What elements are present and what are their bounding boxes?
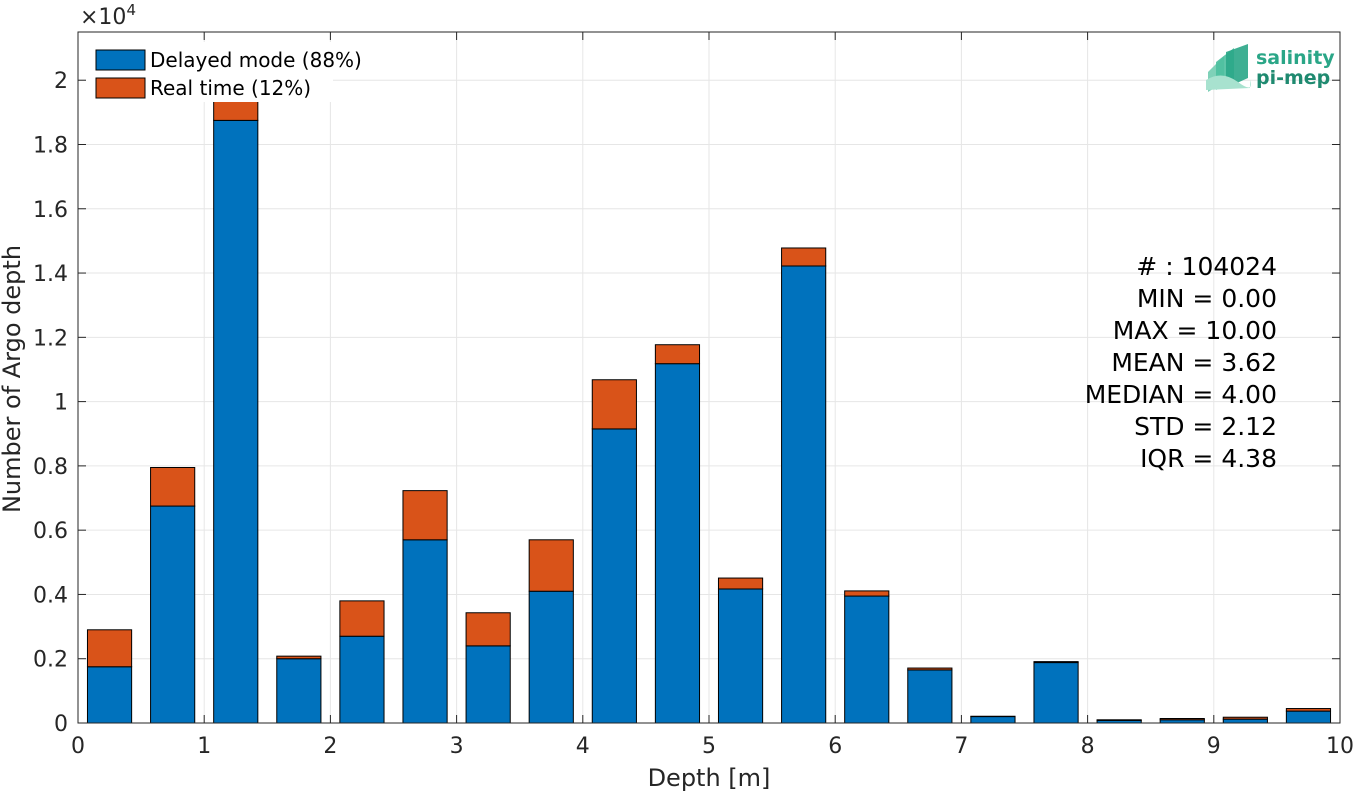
- y-tick-label: 1.2: [33, 326, 68, 351]
- x-tick-label: 9: [1207, 734, 1221, 759]
- salinity-pimep-logo: salinity pi-mep: [1206, 44, 1335, 92]
- y-axis-title: Number of Argo depth: [0, 245, 26, 513]
- x-tick-label: 4: [576, 734, 590, 759]
- bar-delayed-mode: [591, 428, 637, 724]
- bar-real-time: [339, 600, 385, 637]
- y-tick-label: 1.8: [33, 133, 68, 158]
- stats-line: STD = 2.12: [1134, 412, 1277, 441]
- bar-real-time: [1159, 718, 1205, 721]
- y-tick-label: 0.8: [33, 455, 68, 480]
- bar-real-time: [781, 247, 827, 267]
- logo-text-line1: salinity: [1256, 47, 1335, 69]
- bar-delayed-mode: [844, 595, 890, 724]
- bar-real-time: [528, 539, 574, 592]
- bar-delayed-mode: [1285, 710, 1332, 724]
- legend-swatch-delayed: [95, 49, 146, 71]
- bar-delayed-mode: [150, 505, 196, 724]
- y-tick-label: 2: [54, 69, 68, 94]
- bar-delayed-mode: [781, 265, 827, 724]
- x-tick-label: 1: [197, 734, 211, 759]
- stats-line: IQR = 4.38: [1140, 444, 1277, 473]
- y-axis-multiplier: ×104: [80, 1, 136, 30]
- bar-real-time: [402, 490, 448, 541]
- bar-delayed-mode: [276, 658, 322, 724]
- bar-real-time: [1033, 661, 1079, 664]
- bar-real-time: [717, 577, 764, 590]
- bar-delayed-mode: [1033, 662, 1079, 724]
- legend-label-realtime: Real time (12%): [150, 76, 311, 100]
- bar-delayed-mode: [717, 588, 764, 724]
- stats-line: # : 104024: [1136, 252, 1277, 281]
- legend-swatch-realtime: [95, 77, 146, 99]
- bar-delayed-mode: [528, 590, 574, 724]
- bars-group: [86, 65, 1332, 724]
- stats-block: # : 104024 MIN = 0.00 MAX = 10.00 MEAN = 3.…: [1085, 252, 1277, 473]
- x-axis-title: Depth [m]: [648, 764, 771, 792]
- bar-delayed-mode: [907, 669, 953, 724]
- legend: Delayed mode (88%) Real time (12%): [86, 42, 362, 102]
- bar-real-time: [86, 629, 133, 668]
- y-tick-label: 1.6: [33, 198, 68, 223]
- bar-real-time: [465, 612, 511, 647]
- bar-delayed-mode: [86, 666, 133, 724]
- bar-delayed-mode: [970, 716, 1016, 724]
- x-tick-label: 10: [1326, 734, 1354, 759]
- bar-delayed-mode: [465, 645, 511, 724]
- bar-delayed-mode: [402, 539, 448, 724]
- y-tick-label: 0.2: [33, 648, 68, 673]
- x-tick-label: 5: [702, 734, 716, 759]
- y-tick-label: 1: [54, 391, 68, 416]
- bar-real-time: [1285, 708, 1332, 712]
- bar-real-time: [844, 590, 890, 597]
- bar-real-time: [150, 466, 196, 507]
- x-tick-label: 8: [1081, 734, 1095, 759]
- x-tick-label: 6: [828, 734, 842, 759]
- y-tick-label: 1.4: [33, 262, 68, 287]
- bar-real-time: [1096, 719, 1142, 721]
- y-tick-label: 0.4: [33, 583, 68, 608]
- stats-line: MEDIAN = 4.00: [1085, 380, 1277, 409]
- y-tick-label: 0.6: [33, 519, 68, 544]
- x-tick-label: 0: [71, 734, 85, 759]
- bar-real-time: [654, 344, 701, 365]
- x-tick-label: 2: [323, 734, 337, 759]
- legend-label-delayed: Delayed mode (88%): [150, 48, 362, 72]
- stats-line: MEAN = 3.62: [1111, 348, 1277, 377]
- bar-real-time: [276, 655, 322, 660]
- x-axis: 0 1 2 3 4 5 6 7 8 9 10: [71, 32, 1354, 759]
- logo-text-line2: pi-mep: [1256, 67, 1330, 89]
- bar-delayed-mode: [1222, 718, 1268, 724]
- bar-delayed-mode: [213, 119, 259, 724]
- bar-real-time: [907, 667, 953, 671]
- x-tick-label: 7: [954, 734, 968, 759]
- stats-line: MIN = 0.00: [1137, 284, 1277, 313]
- y-tick-label: 0: [54, 712, 68, 737]
- bar-delayed-mode: [339, 635, 385, 724]
- bar-real-time: [591, 379, 637, 430]
- stats-line: MAX = 10.00: [1113, 316, 1277, 345]
- bar-delayed-mode: [654, 363, 701, 724]
- bar-real-time: [1222, 716, 1268, 720]
- x-tick-label: 3: [450, 734, 464, 759]
- y-axis: 0 0.2 0.4 0.6 0.8 1 1.2 1.4 1.6 1.8 2: [33, 69, 1340, 737]
